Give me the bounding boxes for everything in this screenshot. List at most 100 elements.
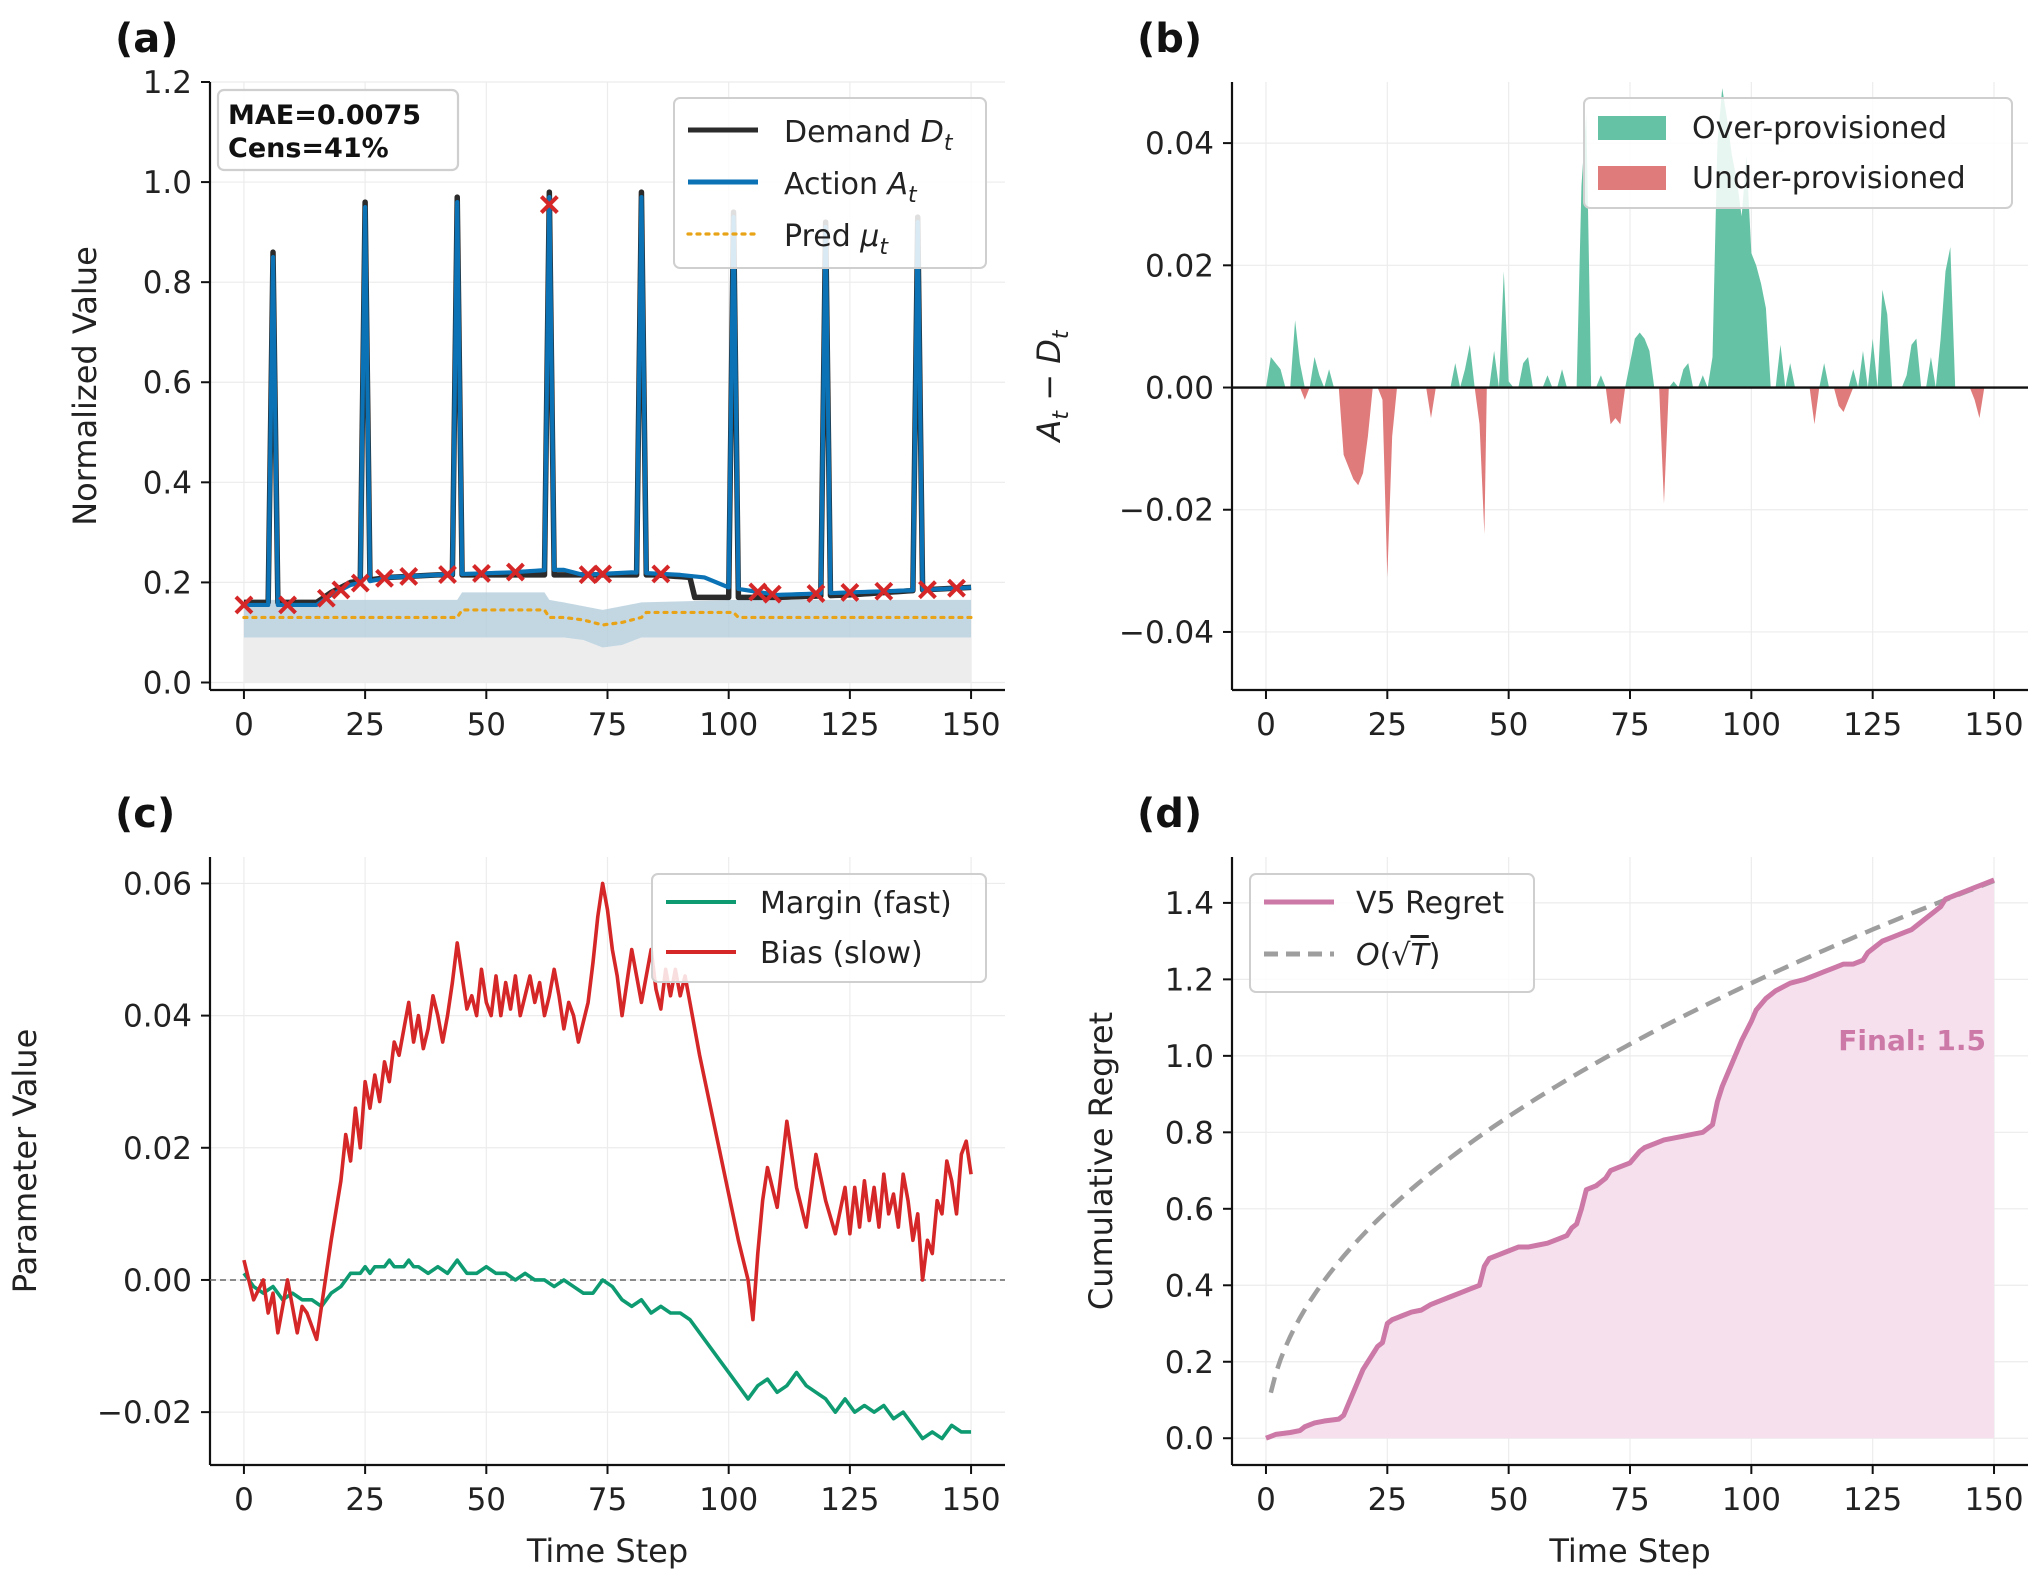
panel-c: 0 25 50 75 100 125 150 −0.02 0.00 0.02 0.04 0.06 (c)… bbox=[6, 791, 1005, 1570]
ylabel-part: t bbox=[1049, 329, 1074, 339]
panel-label: (a) bbox=[115, 16, 179, 62]
margin-line bbox=[242, 1258, 972, 1441]
legend-swatch-over bbox=[1598, 116, 1666, 140]
censored-marker bbox=[593, 564, 613, 584]
censored-marker bbox=[840, 583, 860, 602]
censored-marker bbox=[651, 564, 671, 584]
legend: Over-provisioned Under-provisioned bbox=[1583, 97, 2013, 209]
censored-marker-stroke bbox=[918, 580, 937, 600]
y-tick-label: 1.0 bbox=[1165, 1039, 1214, 1075]
legend-frame bbox=[1583, 97, 2013, 209]
y-tick-label: 0.8 bbox=[1165, 1115, 1214, 1151]
censored-marker bbox=[505, 562, 525, 582]
x-axis-label: Time Step bbox=[526, 1532, 688, 1570]
x-tick-label: 150 bbox=[1964, 1482, 2023, 1518]
x-tick-label: 100 bbox=[699, 1482, 758, 1518]
x-tick-label: 125 bbox=[1843, 1482, 1902, 1518]
legend-text-part: t bbox=[908, 183, 918, 208]
x-tick-label: 25 bbox=[345, 1482, 384, 1518]
censored-marker-stroke bbox=[748, 582, 768, 602]
censored-marker bbox=[539, 195, 559, 215]
legend-text-part: D bbox=[921, 115, 944, 150]
x-tick-label: 150 bbox=[1964, 707, 2023, 743]
bias-line bbox=[242, 881, 973, 1342]
legend-label: Demand Dt bbox=[784, 115, 954, 156]
y-tick-label: 0.2 bbox=[143, 565, 192, 601]
y-tick-label: 0.0 bbox=[143, 665, 192, 701]
y-tick-label: 0.02 bbox=[1145, 248, 1214, 284]
ylabel-part: − bbox=[1030, 364, 1068, 411]
legend-label: Margin (fast) bbox=[760, 886, 952, 921]
x-tick-label: 50 bbox=[467, 707, 506, 743]
legend-label: Under-provisioned bbox=[1692, 161, 1966, 196]
y-tick-label: 0.00 bbox=[1145, 371, 1214, 407]
final-regret-text: Final: 1.5 bbox=[1838, 1024, 1986, 1057]
panel-a: 0 25 50 75 100 125 150 0.0 0.2 0.4 0.6 0.8 1.0 1.2(a)… bbox=[66, 16, 1005, 743]
x-tick-label: 125 bbox=[820, 707, 879, 743]
x-axis-label: Time Step bbox=[1548, 1532, 1710, 1570]
legend-label: Pred μt bbox=[784, 219, 889, 260]
censored-marker-stroke bbox=[593, 564, 613, 584]
censored-marker bbox=[438, 565, 457, 584]
x-tick-label: 25 bbox=[1368, 1482, 1407, 1518]
censored-marker bbox=[806, 584, 826, 604]
legend-label: Over-provisioned bbox=[1692, 111, 1947, 146]
y-tick-label: −0.04 bbox=[1119, 615, 1214, 651]
x-tick-label: 125 bbox=[820, 1482, 879, 1518]
censored-marker bbox=[918, 580, 937, 600]
panel-d: 0 25 50 75 100 125 150 0.0 0.2 0.4 0.6 0.8 1.0 1.2 1.4… bbox=[1082, 791, 2028, 1570]
legend-label: Action At bbox=[784, 167, 918, 208]
x-tick-label: 75 bbox=[1610, 707, 1649, 743]
censored-marker-stroke bbox=[578, 565, 598, 585]
panel-label: (b) bbox=[1137, 16, 1202, 62]
x-tick-label: 25 bbox=[1368, 707, 1407, 743]
legend-text-part: t bbox=[879, 235, 889, 260]
regret-line bbox=[1265, 877, 1995, 1441]
x-tick-label: 50 bbox=[1489, 1482, 1528, 1518]
y-tick-label: 0.6 bbox=[1165, 1192, 1214, 1228]
censored-marker bbox=[278, 595, 297, 615]
y-tick-label: 0.4 bbox=[143, 465, 192, 501]
x-tick-label: 50 bbox=[1489, 707, 1528, 743]
panel-label: (d) bbox=[1137, 791, 1202, 837]
censored-marker-stroke bbox=[316, 588, 336, 608]
legend-text-part: Demand bbox=[784, 115, 921, 150]
legend-text-part: ) bbox=[1429, 938, 1441, 973]
legend-label: V5 Regret bbox=[1356, 886, 1504, 921]
censored-marker-stroke bbox=[472, 563, 491, 583]
x-tick-label: 125 bbox=[1843, 707, 1902, 743]
annotation-frame bbox=[216, 88, 460, 172]
censored-marker bbox=[748, 582, 768, 602]
y-tick-label: 0.02 bbox=[123, 1131, 192, 1167]
legend-text-part: μ bbox=[859, 219, 879, 254]
censored-marker-stroke bbox=[278, 595, 297, 615]
legend-label: Bias (slow) bbox=[760, 936, 923, 971]
y-tick-label: 0.6 bbox=[143, 365, 192, 401]
uncertainty-band-area bbox=[243, 592, 972, 648]
legend-text-part: (√ bbox=[1380, 938, 1412, 973]
censored-marker-stroke bbox=[505, 562, 525, 582]
censored-marker-stroke bbox=[399, 566, 419, 586]
y-tick-label: 1.2 bbox=[143, 65, 192, 101]
legend-swatch-under bbox=[1598, 166, 1666, 190]
panel-b: 0 25 50 75 100 125 150 −0.04 −0.02 0.00 0.02 0.04 (b… bbox=[1030, 16, 2028, 743]
x-tick-label: 0 bbox=[234, 1482, 254, 1518]
x-tick-label: 0 bbox=[234, 707, 254, 743]
censored-marker bbox=[578, 565, 598, 585]
y-tick-label: 0.2 bbox=[1165, 1345, 1214, 1381]
y-tick-label: 0.04 bbox=[123, 999, 192, 1035]
censored-marker-stroke bbox=[762, 584, 782, 604]
legend: Margin (fast) Bias (slow) bbox=[651, 873, 987, 983]
x-tick-label: 0 bbox=[1256, 707, 1276, 743]
mae-text: MAE=0.0075 bbox=[228, 100, 421, 131]
censored-marker-stroke bbox=[947, 578, 966, 598]
sqrt-t-bound-line bbox=[1268, 878, 1995, 1394]
censored-marker bbox=[874, 581, 894, 601]
x-tick-label: 75 bbox=[588, 707, 627, 743]
censored-marker bbox=[375, 568, 394, 588]
censored-marker bbox=[350, 573, 370, 593]
censored-marker bbox=[316, 588, 336, 608]
